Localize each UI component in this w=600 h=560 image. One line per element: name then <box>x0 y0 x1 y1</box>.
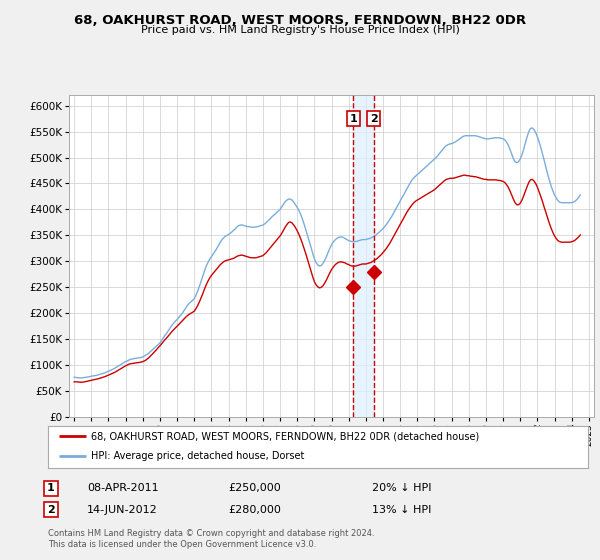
Text: 20% ↓ HPI: 20% ↓ HPI <box>372 483 431 493</box>
Text: 2: 2 <box>47 505 55 515</box>
Text: 13% ↓ HPI: 13% ↓ HPI <box>372 505 431 515</box>
Text: 1: 1 <box>47 483 55 493</box>
Text: 2: 2 <box>370 114 377 124</box>
Text: 14-JUN-2012: 14-JUN-2012 <box>87 505 158 515</box>
Text: £280,000: £280,000 <box>228 505 281 515</box>
Text: £250,000: £250,000 <box>228 483 281 493</box>
Text: HPI: Average price, detached house, Dorset: HPI: Average price, detached house, Dors… <box>91 451 305 461</box>
Text: 1: 1 <box>349 114 357 124</box>
Text: 68, OAKHURST ROAD, WEST MOORS, FERNDOWN, BH22 0DR: 68, OAKHURST ROAD, WEST MOORS, FERNDOWN,… <box>74 14 526 27</box>
Text: 08-APR-2011: 08-APR-2011 <box>87 483 158 493</box>
Text: Price paid vs. HM Land Registry's House Price Index (HPI): Price paid vs. HM Land Registry's House … <box>140 25 460 35</box>
Text: This data is licensed under the Open Government Licence v3.0.: This data is licensed under the Open Gov… <box>48 540 316 549</box>
Text: 68, OAKHURST ROAD, WEST MOORS, FERNDOWN, BH22 0DR (detached house): 68, OAKHURST ROAD, WEST MOORS, FERNDOWN,… <box>91 431 479 441</box>
Bar <box>353 95 374 417</box>
Text: Contains HM Land Registry data © Crown copyright and database right 2024.: Contains HM Land Registry data © Crown c… <box>48 529 374 538</box>
